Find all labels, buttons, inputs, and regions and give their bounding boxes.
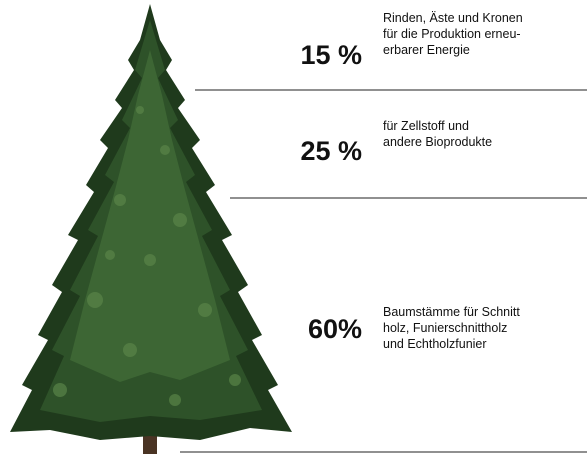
- description-line: andere Bioprodukte: [383, 135, 492, 149]
- description-line: holz, Funierschnittholz: [383, 321, 507, 335]
- percent: 25 %: [300, 136, 362, 166]
- percent: 60%: [308, 314, 362, 344]
- description-line: Baumstämme für Schnitt: [383, 305, 520, 319]
- description-line: Rinden, Äste und Kronen: [383, 11, 523, 25]
- tree: [10, 4, 292, 454]
- description-line: und Echtholzfunier: [383, 337, 487, 351]
- description-line: erbarer Energie: [383, 43, 470, 57]
- description-line: für Zellstoff und: [383, 119, 469, 133]
- description-line: für die Produktion erneu-: [383, 27, 521, 41]
- percent: 15 %: [300, 40, 362, 70]
